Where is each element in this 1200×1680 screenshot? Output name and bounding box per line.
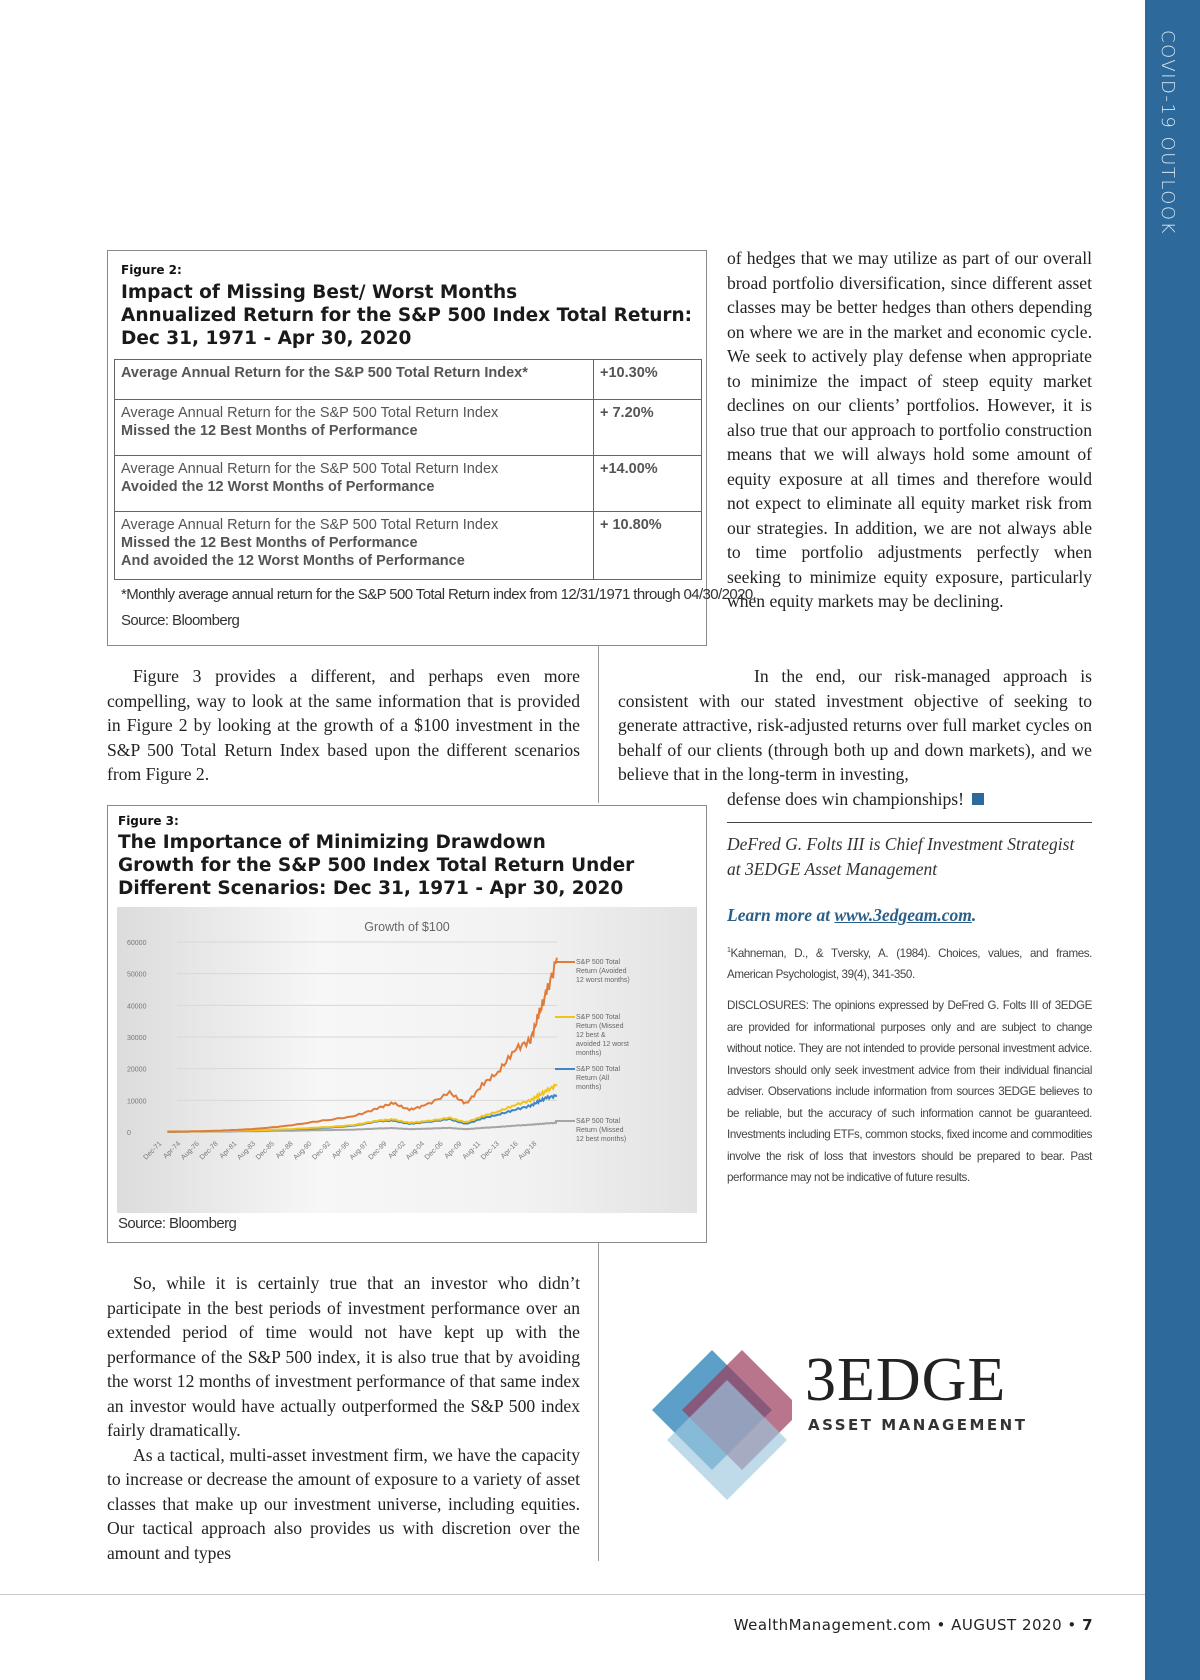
title-line: Impact of Missing Best/ Worst Months [121,282,518,303]
page-footer: WealthManagement.com • AUGUST 2020 • 7 [733,1616,1093,1634]
disclosures: DISCLOSURES: The opinions expressed by D… [727,999,1092,1184]
article-text-left-bottom: So, while it is certainly true that an i… [107,1273,580,1563]
article-text-right-mid: In the end, our risk-managed approach is… [618,666,1092,784]
y-tick-label: 50000 [127,972,147,979]
legend-label: S&P 500 Total Return (All months) [576,1066,621,1091]
3edge-logo: 3EDGE ASSET MANAGEMENT [652,1310,1052,1510]
legend-item: S&P 500 Total Return (Missed 12 best month… [555,1118,626,1143]
row-label: Average Annual Return for the S&P 500 To… [114,399,594,456]
figure-2-footnote: *Monthly average annual return for the S… [121,586,757,603]
legend-item: S&P 500 Total Return (Avoided 12 worst mon… [555,959,630,984]
row-value: +14.00% [593,455,702,512]
figure-2-source: Source: Bloomberg [121,612,240,629]
row-value: + 7.20% [593,399,702,456]
legend-label: S&P 500 Total Return (Missed 12 best & avoi… [576,1014,629,1057]
figure-2: Figure 2: Impact of Missing Best/ Worst … [107,250,757,646]
row-label: Average Annual Return for the S&P 500 To… [114,455,594,512]
title-line: Dec 31, 1971 - Apr 30, 2020 [121,328,412,349]
series-line [167,957,558,1133]
figure-2-label: Figure 2: [121,263,182,277]
footnote: 1Kahneman, D., & Tversky, A. (1984). Cho… [727,946,1092,982]
legend-label: S&P 500 Total Return (Missed 12 best month… [576,1118,626,1143]
article-text-right-top: of hedges that we may utilize as part of… [727,248,1092,611]
table-row: Average Annual Return for the S&P 500 To… [114,399,702,456]
table-row: Average Annual Return for the S&P 500 To… [114,359,702,400]
series-line [167,1083,558,1133]
y-tick-label: 40000 [127,1003,147,1010]
returns-table: Average Annual Return for the S&P 500 To… [114,359,702,580]
figure-2-title: Impact of Missing Best/ Worst Months Ann… [121,281,692,350]
row-value: + 10.80% [593,511,702,580]
logo-tagline: ASSET MANAGEMENT [808,1416,1028,1434]
column-divider [598,645,599,803]
learn-more: Learn more at www.3edgeam.com. [727,905,977,925]
legend-label: S&P 500 Total Return (Avoided 12 worst mon… [576,959,630,984]
y-tick-label: 30000 [127,1035,147,1042]
row-label: Average Annual Return for the S&P 500 To… [114,359,594,400]
figure-3-source: Source: Bloomberg [118,1215,237,1232]
legend-item: S&P 500 Total Return (All months) [555,1066,621,1091]
table-row: Average Annual Return for the S&P 500 To… [114,455,702,512]
section-sidebar: COVID-19 OUTLOOK [1145,0,1200,1680]
author-bio: DeFred G. Folts III is Chief Investment … [727,834,1075,879]
title-line: Annualized Return for the S&P 500 Index … [121,305,693,326]
chart-background [117,907,697,1213]
end-mark-icon [972,793,985,805]
column-divider [598,1243,599,1561]
row-value: +10.30% [593,359,702,400]
row-label: Average Annual Return for the S&P 500 To… [114,511,594,580]
figure-3-title: The Importance of Minimizing Drawdown Gr… [118,832,635,899]
table-row: Average Annual Return for the S&P 500 To… [114,511,702,580]
y-tick-label: 10000 [127,1098,147,1105]
website-link[interactable]: www.3edgeam.com [834,905,972,925]
figure-3: Figure 3: The Importance of Minimizing D… [107,805,707,1243]
article-text-left-mid: Figure 3 provides a different, and perha… [107,666,580,784]
logo-diamonds-icon [652,1350,792,1500]
y-tick-label: 60000 [127,940,147,947]
y-tick-label: 20000 [127,1067,147,1074]
logo-name: 3EDGE [805,1346,1007,1414]
figure-3-label: Figure 3: [118,814,179,828]
article-closing: defense does win championships! [727,787,985,812]
bio-divider [727,822,1092,823]
growth-chart: Growth of $100 0 10000 20000 30000 40000 5000… [117,907,697,1213]
legend-item: S&P 500 Total Return (Missed 12 best & avoi… [555,1014,629,1057]
chart-title: Growth of $100 [364,920,450,934]
section-title: COVID-19 OUTLOOK [1157,30,1178,235]
footer-divider [0,1594,1145,1595]
y-tick-label: 0 [127,1130,131,1137]
